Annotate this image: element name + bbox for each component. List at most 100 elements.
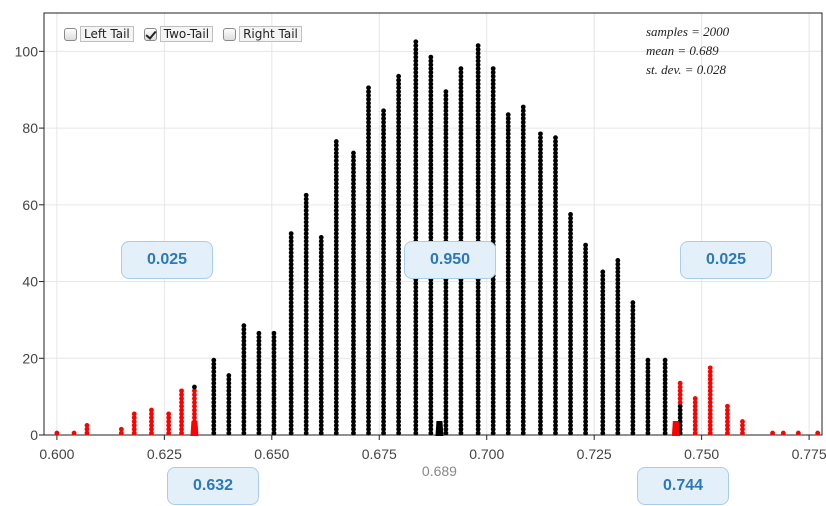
dot	[381, 327, 386, 332]
dot	[505, 403, 511, 409]
dot	[615, 292, 621, 298]
right-tail-checkbox-box[interactable]	[223, 27, 237, 41]
x-tick-label: 0.650	[254, 446, 289, 462]
dot	[351, 212, 356, 217]
dot	[413, 330, 419, 336]
dot	[413, 108, 419, 114]
two-tail-checkbox-box[interactable]	[143, 27, 157, 41]
dot	[490, 185, 496, 190]
dot	[428, 200, 434, 206]
dot	[615, 323, 621, 329]
dot	[475, 304, 481, 309]
dot	[505, 254, 511, 260]
dot	[568, 246, 573, 252]
dot	[413, 177, 419, 183]
dot	[351, 185, 356, 190]
dot	[490, 284, 496, 290]
x-tick-label: 0.725	[577, 446, 612, 462]
lower-bound-box[interactable]: 0.632	[167, 467, 259, 505]
dot	[351, 227, 356, 233]
dot	[490, 334, 496, 340]
dot	[520, 200, 526, 206]
dot	[645, 376, 651, 382]
upper-bound-box[interactable]: 0.744	[637, 467, 729, 505]
dot	[538, 304, 543, 309]
dot	[303, 296, 309, 302]
dot	[381, 357, 386, 363]
dot	[351, 235, 356, 240]
dot	[583, 292, 588, 298]
dot	[707, 392, 713, 398]
dot	[303, 327, 309, 332]
dot	[271, 334, 277, 340]
dot	[475, 307, 481, 313]
dot	[553, 373, 558, 378]
dot	[241, 411, 247, 417]
dot	[211, 361, 217, 367]
dot	[256, 330, 262, 336]
dot	[381, 158, 386, 164]
dot	[520, 346, 526, 352]
dot	[520, 396, 526, 401]
dot	[600, 399, 606, 405]
dot	[303, 403, 309, 409]
dot	[413, 96, 419, 102]
dot	[553, 150, 558, 156]
dot	[600, 365, 606, 371]
dot	[707, 376, 713, 382]
dot	[475, 204, 481, 210]
dot	[413, 192, 419, 198]
dot	[131, 419, 137, 424]
dot	[520, 139, 526, 144]
dot	[396, 399, 402, 405]
dot	[288, 261, 294, 267]
dot	[520, 411, 526, 417]
dot	[490, 108, 496, 114]
dot	[303, 192, 309, 198]
dot	[458, 215, 464, 221]
dot	[583, 323, 588, 329]
dot	[428, 296, 434, 302]
left-tail-checkbox-box[interactable]	[64, 27, 77, 41]
dot	[443, 146, 449, 152]
dot	[475, 342, 481, 348]
dot	[256, 334, 262, 340]
dot	[396, 185, 402, 190]
dot	[396, 146, 402, 152]
dot	[443, 116, 449, 121]
dot-stack	[795, 430, 801, 436]
dot	[318, 430, 324, 436]
dot	[413, 365, 419, 371]
y-tick-label: 20	[22, 350, 38, 366]
dot	[630, 430, 636, 436]
dot	[458, 142, 464, 148]
dot	[583, 419, 588, 424]
right-tail-checkbox[interactable]: Right Tail	[223, 26, 302, 42]
dot	[351, 281, 356, 286]
dot	[318, 327, 324, 332]
two-tail-checkbox[interactable]: Two-Tail	[143, 26, 214, 42]
dot	[333, 231, 339, 236]
dot	[538, 238, 543, 244]
left-tail-checkbox[interactable]: Left Tail	[64, 26, 134, 42]
dot	[366, 430, 371, 436]
dot	[505, 181, 511, 187]
dot	[568, 373, 573, 378]
dot	[303, 357, 309, 363]
dot	[351, 376, 356, 382]
dot	[366, 388, 371, 394]
dot	[271, 361, 277, 367]
dot	[192, 407, 197, 413]
right-tail-label: Right Tail	[239, 26, 302, 42]
dot	[413, 292, 419, 298]
dot	[366, 116, 371, 121]
dot	[553, 238, 558, 244]
dot	[179, 388, 184, 394]
dot	[396, 73, 402, 79]
dot	[318, 265, 324, 271]
dot	[568, 388, 573, 394]
dot	[381, 281, 386, 286]
dot	[630, 300, 636, 306]
dot	[256, 411, 262, 417]
dot	[475, 361, 481, 367]
